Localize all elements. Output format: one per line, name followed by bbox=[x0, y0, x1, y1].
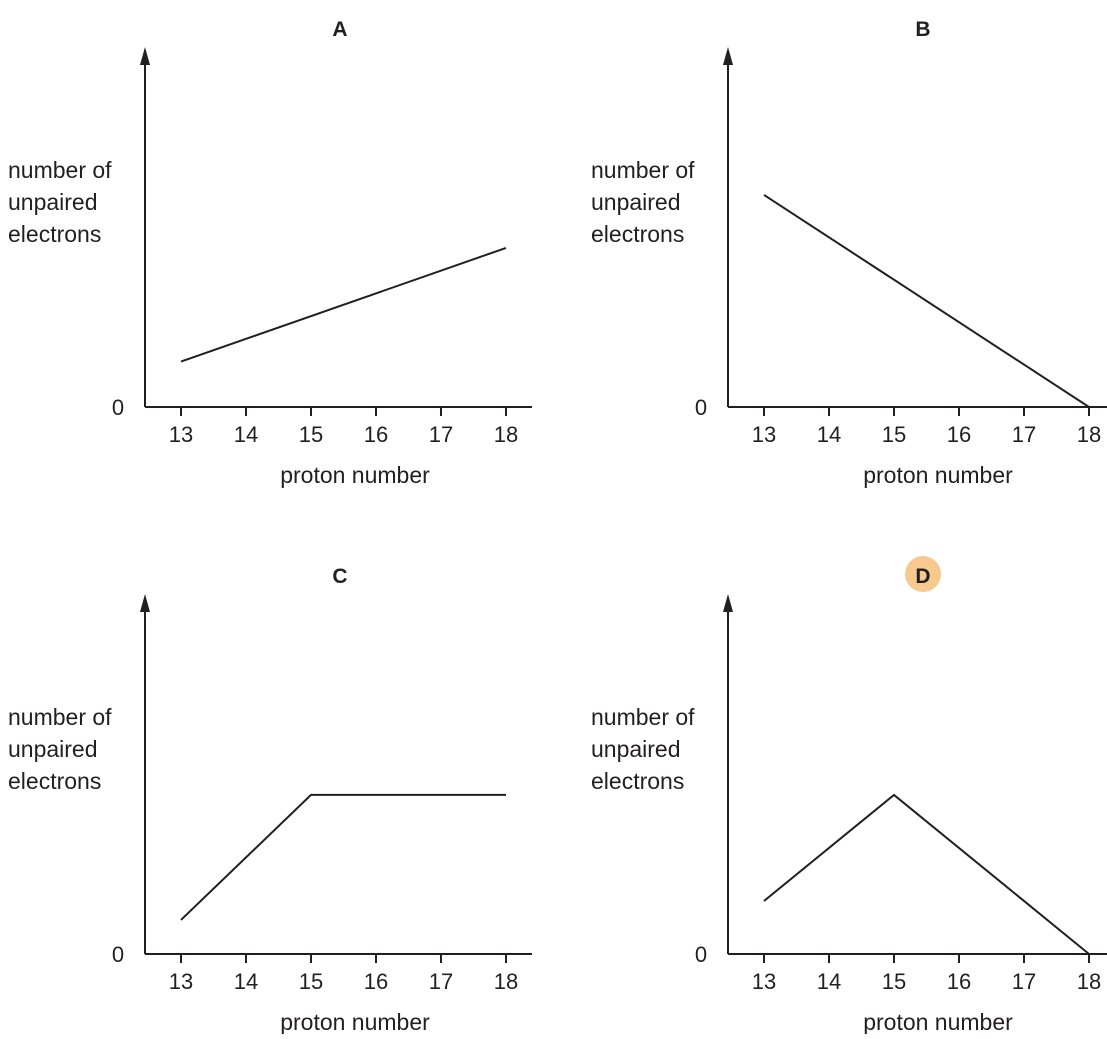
y-axis-label-line: unpaired bbox=[8, 736, 98, 762]
y-axis-label-line: electrons bbox=[591, 768, 684, 794]
x-tick-label: 16 bbox=[947, 969, 971, 994]
y-axis-label-line: electrons bbox=[8, 768, 101, 794]
chart-title: C bbox=[332, 565, 347, 588]
chart-panel-b: B 13 14 15 16 17 18 0 number of unpaired electrons… bbox=[591, 18, 1107, 488]
y-tick-label: 0 bbox=[695, 942, 707, 967]
x-tick-label: 15 bbox=[882, 969, 906, 994]
y-tick-label: 0 bbox=[112, 395, 124, 420]
x-tick-label: 16 bbox=[364, 422, 388, 447]
x-tick-label: 13 bbox=[169, 422, 193, 447]
y-axis-arrow bbox=[723, 594, 733, 612]
series-line bbox=[180, 246, 507, 363]
chart-title: B bbox=[915, 18, 930, 41]
y-axis-label-line: unpaired bbox=[591, 189, 681, 215]
x-axis-label: proton number bbox=[863, 462, 1013, 488]
chart-title: D bbox=[915, 565, 930, 588]
x-axis-label: proton number bbox=[863, 1009, 1013, 1034]
series-line bbox=[180, 793, 506, 921]
y-axis-arrow bbox=[723, 47, 733, 65]
x-tick-label: 18 bbox=[1077, 969, 1101, 994]
y-axis-label-line: unpaired bbox=[591, 736, 681, 762]
y-axis-label-line: number of bbox=[591, 704, 695, 730]
x-tick-label: 14 bbox=[234, 969, 258, 994]
x-tick-label: 17 bbox=[1012, 969, 1036, 994]
x-tick-label: 13 bbox=[752, 969, 776, 994]
y-axis-label-line: electrons bbox=[8, 221, 101, 247]
chart-panel-a: A 13 14 15 16 17 18 0 number of unpaired electrons… bbox=[8, 18, 532, 488]
title-highlight bbox=[905, 556, 941, 592]
x-tick-label: 14 bbox=[817, 422, 841, 447]
x-tick-label: 13 bbox=[752, 422, 776, 447]
x-tick-label: 15 bbox=[299, 422, 323, 447]
y-axis-arrow bbox=[140, 594, 150, 612]
x-tick-label: 15 bbox=[299, 969, 323, 994]
x-tick-label: 16 bbox=[947, 422, 971, 447]
x-tick-label: 17 bbox=[429, 422, 453, 447]
series-line bbox=[763, 194, 1090, 408]
y-axis-label-line: number of bbox=[591, 157, 695, 183]
y-axis-label-line: unpaired bbox=[8, 189, 98, 215]
x-tick-label: 14 bbox=[817, 969, 841, 994]
y-tick-label: 0 bbox=[695, 395, 707, 420]
y-axis-label-line: number of bbox=[8, 157, 112, 183]
x-tick-label: 16 bbox=[364, 969, 388, 994]
x-tick-label: 15 bbox=[882, 422, 906, 447]
x-tick-label: 18 bbox=[494, 422, 518, 447]
x-axis-label: proton number bbox=[280, 462, 430, 488]
x-tick-label: 18 bbox=[1077, 422, 1101, 447]
series-line bbox=[763, 793, 1090, 955]
x-tick-label: 18 bbox=[494, 969, 518, 994]
chart-panel-d: D 13 14 15 16 17 18 0 number of unpaired electrons… bbox=[591, 556, 1107, 1035]
y-axis-label-line: number of bbox=[8, 704, 112, 730]
x-axis-label: proton number bbox=[280, 1009, 430, 1034]
x-tick-label: 13 bbox=[169, 969, 193, 994]
chart-panel-c: C 13 14 15 16 17 18 0 number of unpaired electrons… bbox=[8, 565, 532, 1035]
x-tick-label: 17 bbox=[429, 969, 453, 994]
chart-title: A bbox=[332, 18, 347, 41]
y-axis-arrow bbox=[140, 47, 150, 65]
y-axis-label-line: electrons bbox=[591, 221, 684, 247]
x-tick-label: 17 bbox=[1012, 422, 1036, 447]
y-tick-label: 0 bbox=[112, 942, 124, 967]
x-tick-label: 14 bbox=[234, 422, 258, 447]
